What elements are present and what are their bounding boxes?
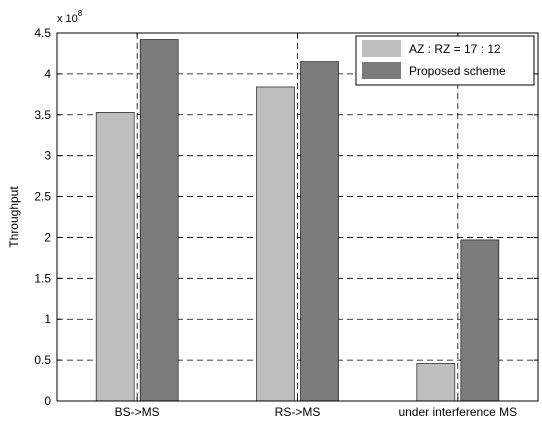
y-axis-label: Throughput [7,186,21,248]
y-tick-label: 3 [44,149,51,163]
y-tick-label: 4.5 [34,26,51,40]
y-tick-label: 2 [44,230,51,244]
y-tick-label: 3.5 [34,108,51,122]
y-tick-label: 2.5 [34,190,51,204]
y-tick-label: 0 [44,394,51,408]
grid-lines [57,33,538,401]
bar-series1 [256,86,295,402]
y-multiplier-label: x 108 [57,9,83,25]
x-tick-label: under interference MS [398,405,517,419]
legend: AZ : RZ = 17 : 12 Proposed scheme [355,35,535,86]
legend-label-series1: AZ : RZ = 17 : 12 [409,42,501,56]
bar-series1 [416,363,456,402]
legend-label-series2: Proposed scheme [409,64,506,78]
legend-swatch-series2 [362,62,401,79]
legend-swatch-series1 [362,40,401,57]
y-tick-label: 1.5 [34,271,51,285]
y-tick-label: 4 [44,67,51,81]
y-exponent-label: 8 [78,9,83,18]
y-tick-label: 1 [44,312,51,326]
bar-series2 [300,61,339,402]
bars-group [95,39,500,402]
x-tick-label: BS->MS [115,405,160,419]
bar-series2 [139,39,179,402]
y-tick-label: 0.5 [34,353,51,367]
bar-series2 [460,239,500,402]
ticks-group: 0 0.5 1 1.5 2 2.5 3 3.5 4 4.5 BS->MS RS->MS under in… [34,26,538,419]
x-tick-label: RS->MS [275,405,321,419]
bar-series1 [95,112,135,402]
